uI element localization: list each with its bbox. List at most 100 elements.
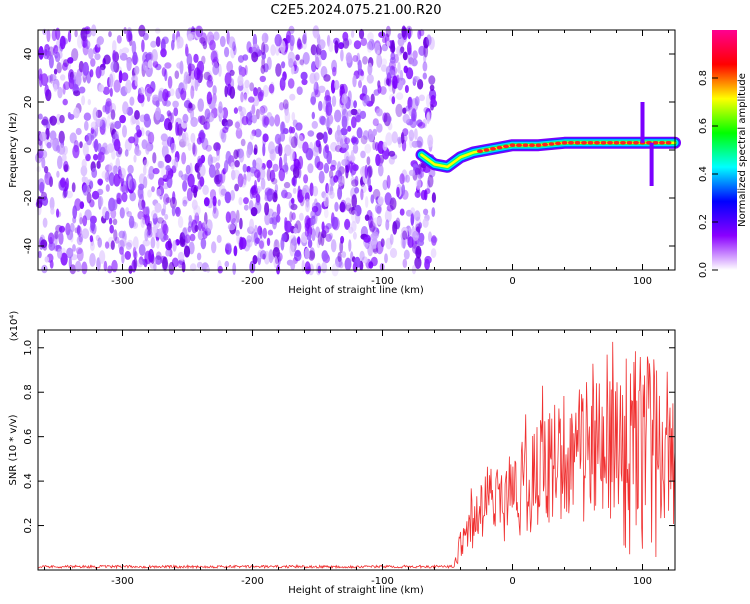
signal-peak-cell (555, 141, 561, 146)
spectrogram-noise-cell (426, 34, 432, 46)
spectrogram-noise-cell (350, 176, 356, 184)
spectrogram-noise-cell (116, 35, 122, 44)
spectrogram-noise-cell (289, 242, 295, 257)
spectrogram-noise-cell (141, 39, 145, 53)
spectrogram-noise-cell (152, 60, 159, 68)
spectrogram-noise-cell (109, 102, 117, 113)
spectrogram-noise-cell (109, 224, 114, 234)
spectrogram-noise-cell (78, 212, 83, 225)
spectrogram-noise-cell (218, 173, 223, 181)
spectrogram-noise-cell (397, 37, 405, 47)
spectrogram-noise-cell (410, 108, 417, 122)
spectrogram-noise-cell (284, 192, 293, 199)
y-tick-label: 0.8 (23, 384, 34, 400)
spectrogram-noise-cell (152, 167, 160, 175)
spectrogram-noise-cell (68, 76, 75, 90)
spectrogram-noise-cell (249, 82, 255, 92)
spectrogram-noise-cell (281, 61, 286, 69)
y-tick-label: 1.0 (23, 340, 34, 356)
spectrogram-noise-cell (334, 40, 339, 54)
spectrogram-noise-cell (348, 207, 356, 215)
spectrogram-noise-cell (259, 75, 266, 83)
spectrogram-noise-cell (258, 107, 265, 121)
spectrogram-noise-cell (331, 95, 337, 107)
signal-peak-cell (633, 141, 639, 145)
spectrogram-noise-cell (395, 217, 401, 230)
spectrogram-noise-cell (56, 208, 60, 218)
spectrogram-noise-cell (151, 49, 158, 63)
spectrogram-noise-cell (303, 174, 309, 184)
spectrogram-noise-cell (362, 56, 368, 65)
spectrogram-noise-cell (130, 115, 135, 126)
x-tick-label: 100 (633, 276, 652, 287)
spectrogram-noise-cell (341, 251, 347, 258)
spectrogram-noise-cell (262, 133, 269, 143)
spectrogram-noise-cell (404, 85, 409, 93)
spectrogram-noise-cell (414, 167, 421, 175)
spectrogram-noise-cell (388, 150, 396, 157)
spectrogram-noise-cell (282, 128, 289, 135)
spectrogram-noise-cell (272, 192, 278, 203)
spectrogram-noise-cell (128, 215, 135, 229)
spectrogram-noise-cell (354, 187, 360, 194)
spectrogram-noise-cell (198, 164, 206, 177)
spectrogram-noise-cell (65, 177, 70, 190)
spectrogram-noise-cell (423, 208, 429, 215)
spectrogram-noise-cell (303, 31, 307, 45)
spectrogram-noise-cell (235, 127, 243, 139)
x-tick-label: 100 (633, 576, 652, 587)
spectrogram-noise-cell (193, 53, 199, 64)
spectrogram-noise-cell (206, 79, 214, 88)
spectrogram-noise-cell (238, 65, 243, 73)
spectrogram-noise-cell (351, 194, 358, 209)
spectrogram-noise-cell (325, 102, 333, 116)
spectrogram-noise-cell (360, 184, 367, 194)
spectrogram-noise-cell (392, 221, 398, 235)
spectrogram-noise-cell (251, 104, 256, 115)
spectrogram-noise-cell (338, 175, 345, 187)
spectrogram-noise-cell (145, 141, 150, 155)
spectrogram-noise-cell (81, 261, 88, 275)
spectrogram-noise-cell (340, 199, 347, 213)
spectrogram-noise-cell (102, 86, 110, 96)
spectrogram-noise-cell (253, 87, 258, 97)
spectrogram-noise-cell (382, 141, 388, 151)
spectrogram-noise-cell (44, 48, 48, 56)
spectrogram-noise-cell (397, 33, 403, 40)
spectrogram-noise-cell (350, 108, 358, 116)
spectrogram-noise-cell (49, 197, 55, 211)
spectrogram-noise-cell (72, 244, 76, 252)
spectrogram-noise-cell (379, 86, 387, 95)
spectrogram-noise-cell (372, 118, 379, 127)
spectrogram-noise-cell (182, 180, 188, 192)
spectrogram-noise-cell (418, 222, 423, 229)
spectrogram-noise-cell (270, 44, 276, 56)
spectrogram-noise-cell (276, 203, 281, 216)
spectrogram-noise-cell (187, 226, 192, 233)
spectrogram-noise-cell (292, 166, 300, 179)
spectrogram-noise-cell (124, 82, 132, 94)
spectrogram-noise-cell (287, 78, 295, 89)
spectrogram-noise-cell (63, 145, 68, 155)
spectrogram-noise-cell (194, 224, 199, 232)
spectrogram-noise-cell (61, 153, 67, 162)
spectrogram-noise-cell (318, 85, 326, 94)
spectrogram-noise-cell (103, 260, 108, 272)
spectrogram-noise-cell (224, 191, 232, 204)
spectrogram-noise-cell (244, 79, 250, 89)
spectrogram-noise-cell (57, 155, 63, 170)
spectrogram-noise-cell (165, 249, 171, 257)
spectrogram-noise-cell (134, 65, 140, 75)
spectrogram-noise-cell (424, 255, 432, 264)
spectrogram-noise-cell (213, 31, 220, 41)
spectrogram-noise-cell (151, 186, 155, 193)
spectrogram-noise-cell (184, 234, 191, 244)
spectrogram-noise-cell (119, 114, 126, 124)
y-tick-label: 0.4 (23, 473, 34, 489)
spectrogram-noise-cell (339, 240, 344, 254)
spectrogram-noise-cell (334, 145, 342, 153)
spectrogram-noise-cell (364, 143, 372, 154)
spectrogram-noise-cell (376, 216, 383, 225)
spectrogram-noise-cell (284, 110, 291, 124)
spectrogram-noise-cell (369, 222, 377, 232)
